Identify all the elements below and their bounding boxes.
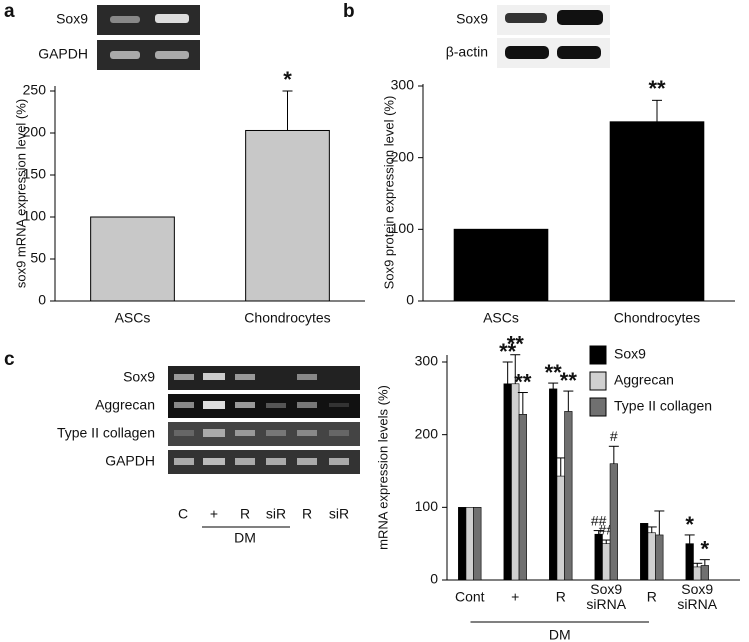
bar	[655, 534, 664, 581]
y-tick-label: 200	[391, 148, 415, 164]
blot-row-label: Type II collagen	[57, 425, 155, 441]
x-tick-label: Chondrocytes	[614, 310, 700, 326]
legend-swatch	[589, 397, 607, 417]
y-tick-label: 100	[391, 220, 415, 236]
y-tick-label: 50	[30, 250, 46, 266]
bar	[90, 216, 175, 302]
bar	[594, 533, 603, 581]
blot-a	[97, 5, 200, 70]
blot-lane-label: siR	[266, 506, 286, 522]
blot-row-label: β-actin	[446, 44, 488, 60]
x-tick-label: +	[511, 589, 519, 605]
bar	[503, 383, 512, 581]
significance-mark: *	[685, 512, 694, 537]
bar	[700, 565, 709, 581]
y-tick-label: 0	[430, 571, 438, 587]
significance-mark: **	[545, 360, 563, 385]
panel-letter: b	[343, 1, 355, 22]
blot-row-label: Sox9	[56, 11, 88, 27]
bar	[685, 543, 694, 581]
legend-swatch	[589, 371, 607, 391]
bar	[647, 532, 656, 581]
bar	[602, 543, 611, 581]
blot-row-label: GAPDH	[105, 453, 155, 469]
significance-mark: *	[283, 67, 292, 92]
significance-mark: **	[514, 369, 532, 394]
y-tick-label: 250	[23, 82, 47, 98]
blot-b	[497, 5, 610, 68]
legend-label: Aggrecan	[614, 372, 674, 388]
significance-mark: #	[610, 428, 618, 444]
y-tick-label: 0	[406, 292, 414, 308]
bar	[556, 475, 565, 581]
y-tick-label: 200	[415, 425, 439, 441]
legend-label: Sox9	[614, 346, 646, 362]
x-tick-label: Chondrocytes	[244, 310, 330, 326]
significance-mark: *	[701, 536, 710, 561]
significance-mark: **	[560, 368, 578, 393]
y-axis-title: sox9 mRNA expression level (%)	[13, 99, 28, 288]
bar	[518, 414, 527, 581]
bar	[245, 129, 330, 302]
group-label: DM	[549, 627, 571, 642]
y-tick-label: 150	[23, 166, 47, 182]
x-tick-label: Sox9 siRNA	[586, 581, 626, 612]
blot-c	[168, 366, 360, 474]
y-axis-title: mRNA expression levels (%)	[375, 385, 390, 550]
legend-label: Type II collagen	[614, 398, 712, 414]
bar	[640, 523, 649, 581]
y-tick-label: 100	[415, 498, 439, 514]
y-tick-label: 0	[38, 292, 46, 308]
y-tick-label: 100	[23, 208, 47, 224]
x-tick-label: Cont	[455, 589, 485, 605]
y-tick-label: 300	[415, 353, 439, 369]
bar	[693, 566, 702, 581]
y-tick-label: 300	[391, 77, 415, 93]
bar	[511, 383, 520, 581]
bar	[609, 121, 705, 302]
significance-mark: **	[507, 332, 525, 357]
y-tick-label: 200	[23, 124, 47, 140]
bar	[453, 228, 549, 302]
blot-row-label: Sox9	[123, 369, 155, 385]
bar	[609, 463, 618, 581]
x-tick-label: R	[556, 589, 566, 605]
blot-row-label: Sox9	[456, 11, 488, 27]
blot-group-label: DM	[234, 530, 256, 546]
x-tick-label: ASCs	[483, 310, 519, 326]
bar	[458, 507, 467, 581]
blot-lane-label: C	[178, 506, 188, 522]
blot-lane-label: siR	[329, 506, 349, 522]
legend-swatch	[589, 345, 607, 365]
x-tick-label: ASCs	[115, 310, 151, 326]
panel-letter: c	[4, 349, 15, 370]
significance-mark: ##	[591, 512, 607, 528]
x-tick-label: R	[647, 589, 657, 605]
bar	[564, 411, 573, 581]
bar	[473, 507, 482, 581]
significance-mark: **	[499, 339, 517, 364]
y-axis-title: Sox9 protein expression level (%)	[381, 96, 396, 290]
blot-row-label: GAPDH	[38, 46, 88, 62]
blot-lane-label: R	[240, 506, 250, 522]
blot-row-label: Aggrecan	[95, 397, 155, 413]
significance-mark: **	[648, 76, 666, 101]
panel-letter: a	[4, 1, 15, 22]
bar	[465, 507, 474, 581]
bar	[549, 388, 558, 581]
x-tick-label: Sox9 siRNA	[677, 581, 717, 612]
blot-lane-label: R	[302, 506, 312, 522]
blot-lane-label: +	[210, 506, 218, 522]
